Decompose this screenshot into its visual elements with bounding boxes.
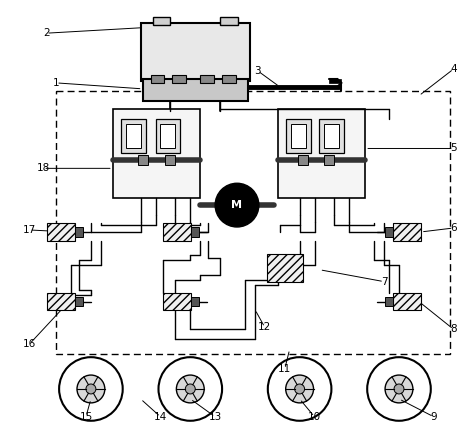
Text: 16: 16 — [23, 339, 36, 349]
Bar — [393, 223, 421, 241]
Circle shape — [215, 183, 259, 227]
Bar — [267, 254, 302, 282]
Bar — [143, 79, 248, 101]
Bar — [151, 75, 164, 83]
Bar — [191, 227, 199, 237]
Bar — [75, 297, 83, 306]
Circle shape — [295, 384, 305, 394]
Text: 11: 11 — [278, 364, 292, 374]
Circle shape — [268, 357, 331, 421]
Circle shape — [286, 375, 313, 403]
Bar — [121, 119, 146, 154]
Bar — [56, 91, 450, 354]
Bar — [319, 119, 344, 154]
Text: 3: 3 — [255, 66, 261, 76]
Text: 17: 17 — [23, 225, 36, 235]
Text: 5: 5 — [450, 143, 457, 154]
Bar — [385, 227, 393, 237]
Bar — [173, 75, 186, 83]
Bar — [47, 293, 75, 310]
Circle shape — [86, 384, 96, 394]
Text: 10: 10 — [308, 412, 321, 422]
Bar — [126, 124, 141, 148]
Bar — [153, 17, 171, 25]
Bar — [220, 17, 238, 25]
Text: 4: 4 — [450, 64, 457, 74]
Bar — [191, 297, 199, 306]
Text: 18: 18 — [36, 164, 50, 173]
Bar — [385, 297, 393, 306]
Bar — [47, 223, 75, 241]
Text: 15: 15 — [79, 412, 92, 422]
Text: 8: 8 — [450, 324, 457, 334]
Bar — [141, 23, 250, 81]
Circle shape — [59, 357, 123, 421]
Circle shape — [77, 375, 105, 403]
Bar — [164, 223, 191, 241]
Bar — [291, 124, 306, 148]
Text: 12: 12 — [258, 323, 272, 332]
Circle shape — [367, 357, 431, 421]
Circle shape — [385, 375, 413, 403]
Text: 1: 1 — [53, 78, 59, 88]
Bar — [286, 119, 310, 154]
Bar — [393, 293, 421, 310]
Circle shape — [185, 384, 195, 394]
Bar — [75, 227, 83, 237]
Bar — [161, 124, 175, 148]
Text: 13: 13 — [209, 412, 222, 422]
Text: M: M — [231, 200, 243, 210]
Bar — [137, 155, 147, 165]
Bar — [164, 293, 191, 310]
Bar — [165, 155, 175, 165]
Text: 2: 2 — [43, 28, 49, 38]
Bar — [222, 75, 236, 83]
Bar — [298, 155, 308, 165]
Bar — [325, 124, 339, 148]
Bar — [278, 109, 365, 198]
Text: 9: 9 — [430, 412, 437, 422]
Circle shape — [176, 375, 204, 403]
Text: 6: 6 — [450, 223, 457, 233]
Bar — [155, 119, 180, 154]
Circle shape — [394, 384, 404, 394]
Bar — [329, 79, 341, 83]
Bar — [325, 155, 334, 165]
Text: 7: 7 — [381, 277, 387, 287]
Text: 14: 14 — [154, 412, 167, 422]
Bar — [200, 75, 214, 83]
Circle shape — [158, 357, 222, 421]
Bar — [113, 109, 200, 198]
